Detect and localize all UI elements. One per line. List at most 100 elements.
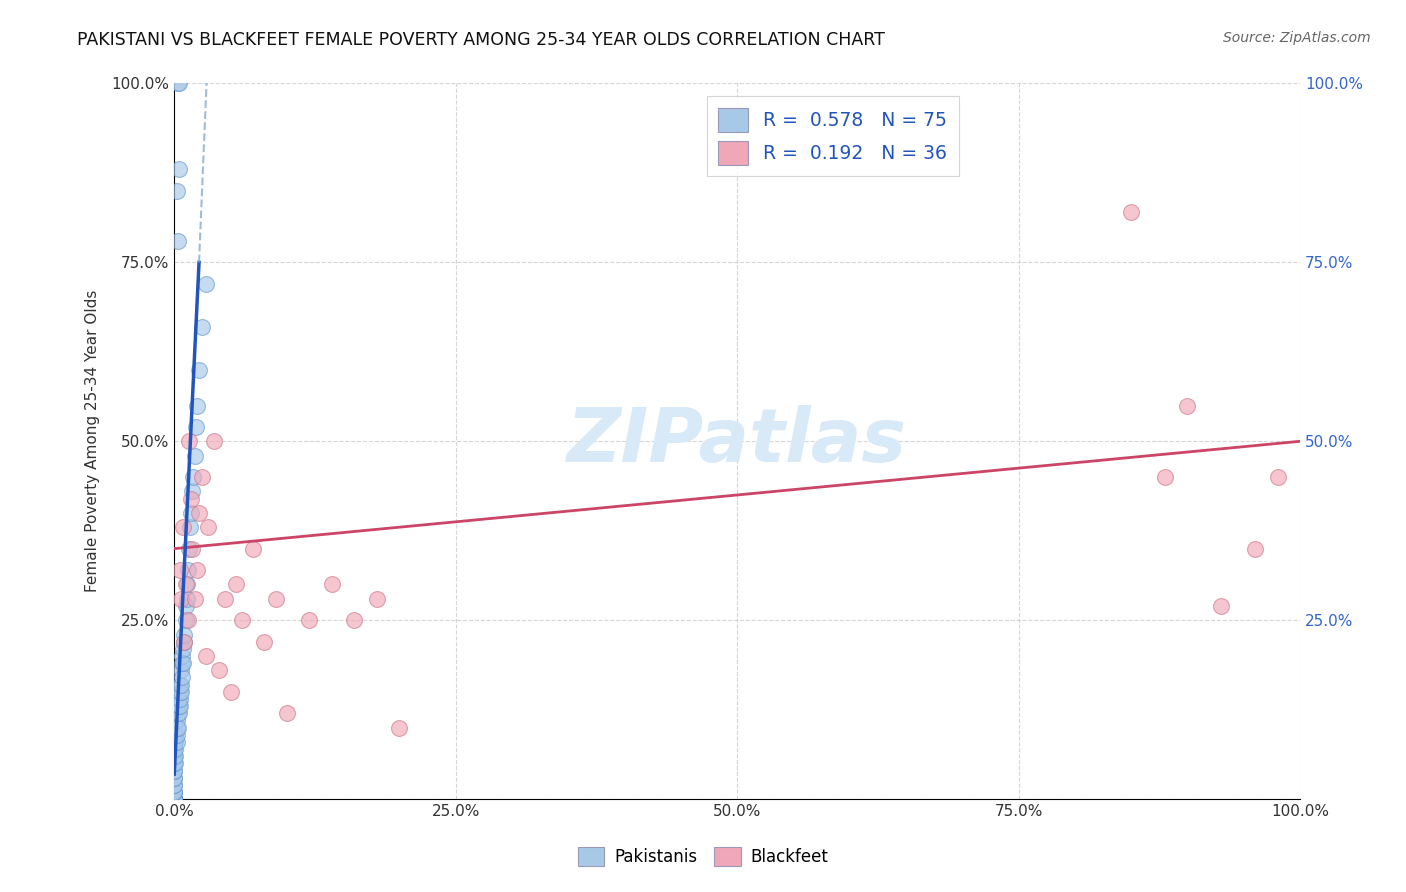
Point <box>170 591 193 606</box>
Point <box>167 706 190 721</box>
Point <box>166 721 188 735</box>
Point <box>170 685 193 699</box>
Point <box>165 728 187 742</box>
Point <box>343 613 366 627</box>
Point <box>166 184 188 198</box>
Point <box>184 420 207 434</box>
Point <box>166 706 188 721</box>
Point <box>179 520 201 534</box>
Point <box>194 277 217 291</box>
Point <box>264 591 287 606</box>
Point <box>180 506 202 520</box>
Point <box>174 577 197 591</box>
Point <box>177 541 200 556</box>
Point <box>163 785 186 799</box>
Point <box>253 634 276 648</box>
Point <box>163 749 186 764</box>
Point <box>219 685 242 699</box>
Point <box>166 735 188 749</box>
Point <box>167 699 190 714</box>
Point <box>186 399 208 413</box>
Point <box>166 77 188 91</box>
Point <box>163 764 186 778</box>
Point <box>163 792 186 806</box>
Point <box>214 591 236 606</box>
Point <box>176 591 198 606</box>
Point <box>1121 205 1143 219</box>
Point <box>167 692 190 706</box>
Point <box>172 520 194 534</box>
Point <box>167 162 190 177</box>
Point <box>231 613 253 627</box>
Point <box>163 785 186 799</box>
Point <box>174 613 197 627</box>
Point <box>321 577 343 591</box>
Legend: Pakistanis, Blackfeet: Pakistanis, Blackfeet <box>569 838 837 875</box>
Point <box>163 792 186 806</box>
Text: PAKISTANI VS BLACKFEET FEMALE POVERTY AMONG 25-34 YEAR OLDS CORRELATION CHART: PAKISTANI VS BLACKFEET FEMALE POVERTY AM… <box>77 31 886 49</box>
Point <box>166 234 188 248</box>
Point <box>170 663 193 677</box>
Point <box>169 699 191 714</box>
Point <box>191 319 214 334</box>
Point <box>276 706 298 721</box>
Point <box>188 506 211 520</box>
Point <box>166 714 188 728</box>
Point <box>183 449 205 463</box>
Point <box>177 563 200 577</box>
Point <box>172 648 194 663</box>
Point <box>1267 470 1289 484</box>
Point <box>163 756 186 771</box>
Point <box>169 563 191 577</box>
Point <box>169 685 191 699</box>
Point <box>176 577 198 591</box>
Point <box>163 771 186 785</box>
Point <box>163 735 186 749</box>
Point <box>388 721 411 735</box>
Point <box>1177 399 1199 413</box>
Point <box>169 692 191 706</box>
Point <box>183 591 205 606</box>
Point <box>163 792 186 806</box>
Point <box>181 484 204 499</box>
Point <box>166 721 188 735</box>
Point <box>174 599 197 613</box>
Point <box>165 756 187 771</box>
Point <box>197 520 219 534</box>
Point <box>172 641 194 656</box>
Point <box>163 749 186 764</box>
Point <box>173 627 195 641</box>
Point <box>181 541 204 556</box>
Point <box>225 577 247 591</box>
Point <box>163 778 186 792</box>
Point <box>163 771 186 785</box>
Point <box>188 362 211 376</box>
Point <box>180 491 202 506</box>
Point <box>1244 541 1267 556</box>
Point <box>165 749 187 764</box>
Point <box>163 785 186 799</box>
Point <box>194 648 217 663</box>
Legend: R =  0.578   N = 75, R =  0.192   N = 36: R = 0.578 N = 75, R = 0.192 N = 36 <box>707 96 959 177</box>
Point <box>163 792 186 806</box>
Point <box>172 656 194 670</box>
Point <box>208 663 231 677</box>
Point <box>172 671 194 685</box>
Point <box>163 756 186 771</box>
Point <box>166 728 188 742</box>
Point <box>165 742 187 756</box>
Point <box>186 563 208 577</box>
Point <box>366 591 388 606</box>
Point <box>163 792 186 806</box>
Point <box>163 792 186 806</box>
Point <box>166 699 188 714</box>
Point <box>177 434 200 449</box>
Point <box>183 470 205 484</box>
Point <box>177 613 200 627</box>
Point <box>163 792 186 806</box>
Point <box>165 735 187 749</box>
Point <box>163 792 186 806</box>
Point <box>242 541 264 556</box>
Point <box>191 470 214 484</box>
Text: ZIPatlas: ZIPatlas <box>567 405 907 478</box>
